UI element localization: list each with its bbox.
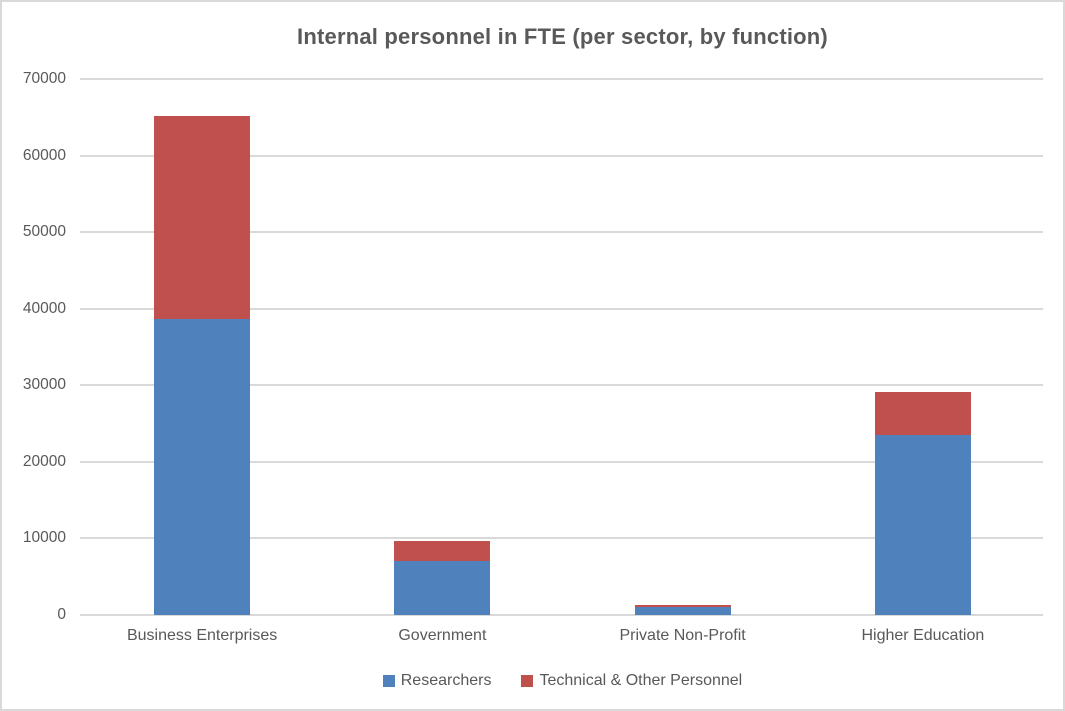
- x-category-label: Government: [398, 627, 487, 644]
- bar-segment-technical-other-personnel: [634, 605, 731, 608]
- gridline: [80, 460, 1043, 463]
- y-tick-label: 20000: [22, 452, 66, 470]
- gridline: [80, 78, 1043, 80]
- bar-segment-researchers: [634, 607, 731, 615]
- y-tick-label: 70000: [22, 70, 66, 87]
- legend-label: Technical & Other Personnel: [539, 672, 743, 689]
- y-tick-label: 10000: [22, 529, 66, 547]
- x-category-label: Higher Education: [861, 627, 985, 644]
- bar-segment-researchers: [154, 319, 251, 615]
- y-tick-label: 50000: [22, 223, 66, 241]
- legend-label: Researchers: [400, 672, 492, 689]
- gridline: [80, 384, 1043, 387]
- chart-title: Internal personnel in FTE (per sector, b…: [297, 24, 828, 49]
- y-tick-label: 0: [57, 606, 66, 623]
- x-category-label: Business Enterprises: [126, 627, 278, 644]
- bar-higher-education: [874, 391, 971, 615]
- legend-swatch: [521, 675, 534, 687]
- bar-private-non-profit: [634, 605, 731, 615]
- legend-swatch: [382, 675, 395, 687]
- bar-segment-researchers: [874, 435, 971, 615]
- bar-segment-technical-other-personnel: [154, 115, 251, 320]
- y-tick-label: 40000: [22, 299, 66, 317]
- gridline: [80, 154, 1043, 157]
- gridline: [80, 307, 1043, 310]
- bar-segment-technical-other-personnel: [874, 391, 971, 436]
- x-axis-line: [80, 614, 1043, 616]
- y-tick-label: 60000: [22, 146, 66, 164]
- plot-area: [80, 78, 1043, 616]
- bar-segment-researchers: [394, 560, 491, 615]
- legend-item: Technical & Other Personnel: [521, 672, 742, 690]
- x-axis: Business Enterprises Government Private No…: [82, 626, 1043, 648]
- bar-segment-technical-other-personnel: [394, 540, 491, 561]
- bar-government: [394, 540, 491, 615]
- gridline: [80, 231, 1043, 234]
- legend-item: Researchers: [382, 672, 492, 690]
- gridline: [80, 537, 1043, 540]
- x-category-label: Private Non-Profit: [619, 627, 746, 644]
- legend: Researchers Technical & Other Personnel: [82, 669, 1043, 693]
- bar-business-enterprises: [154, 115, 251, 615]
- y-tick-label: 30000: [22, 376, 66, 394]
- y-axis: 0 10000 20000 30000 40000 50000 60000 70000: [2, 71, 66, 623]
